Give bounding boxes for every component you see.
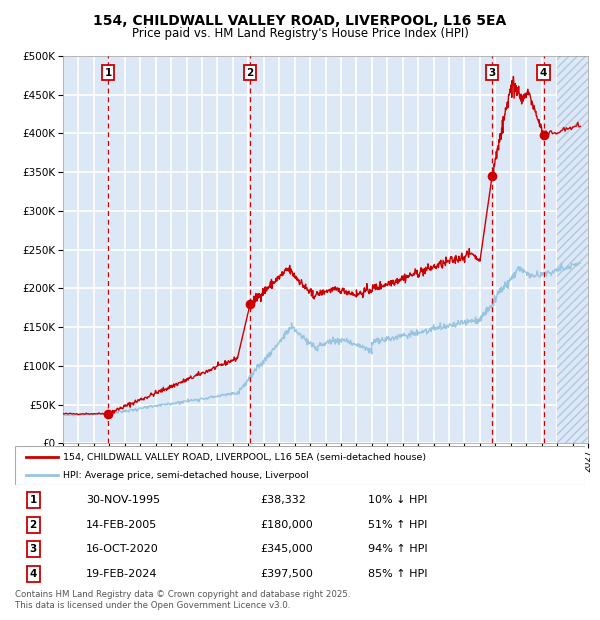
FancyBboxPatch shape — [15, 446, 585, 485]
Text: 154, CHILDWALL VALLEY ROAD, LIVERPOOL, L16 5EA (semi-detached house): 154, CHILDWALL VALLEY ROAD, LIVERPOOL, L… — [64, 453, 427, 462]
Text: £38,332: £38,332 — [260, 495, 306, 505]
Text: 1: 1 — [104, 68, 112, 78]
Text: 85% ↑ HPI: 85% ↑ HPI — [368, 569, 428, 578]
Text: 94% ↑ HPI: 94% ↑ HPI — [368, 544, 428, 554]
Text: £180,000: £180,000 — [260, 520, 313, 529]
Text: 154, CHILDWALL VALLEY ROAD, LIVERPOOL, L16 5EA: 154, CHILDWALL VALLEY ROAD, LIVERPOOL, L… — [94, 14, 506, 28]
Text: 10% ↓ HPI: 10% ↓ HPI — [368, 495, 428, 505]
Text: £397,500: £397,500 — [260, 569, 313, 578]
Text: 4: 4 — [540, 68, 547, 78]
Text: 3: 3 — [488, 68, 496, 78]
Text: 30-NOV-1995: 30-NOV-1995 — [86, 495, 160, 505]
Text: 14-FEB-2005: 14-FEB-2005 — [86, 520, 157, 529]
Text: 51% ↑ HPI: 51% ↑ HPI — [368, 520, 428, 529]
Text: Price paid vs. HM Land Registry's House Price Index (HPI): Price paid vs. HM Land Registry's House … — [131, 27, 469, 40]
Text: 4: 4 — [29, 569, 37, 578]
Text: 3: 3 — [29, 544, 37, 554]
Bar — [557, 56, 588, 443]
Text: 1: 1 — [29, 495, 37, 505]
Text: £345,000: £345,000 — [260, 544, 313, 554]
Text: 2: 2 — [247, 68, 254, 78]
Text: Contains HM Land Registry data © Crown copyright and database right 2025.
This d: Contains HM Land Registry data © Crown c… — [15, 590, 350, 609]
Text: 19-FEB-2024: 19-FEB-2024 — [86, 569, 158, 578]
Text: 2: 2 — [29, 520, 37, 529]
Text: HPI: Average price, semi-detached house, Liverpool: HPI: Average price, semi-detached house,… — [64, 471, 309, 480]
Text: 16-OCT-2020: 16-OCT-2020 — [86, 544, 159, 554]
